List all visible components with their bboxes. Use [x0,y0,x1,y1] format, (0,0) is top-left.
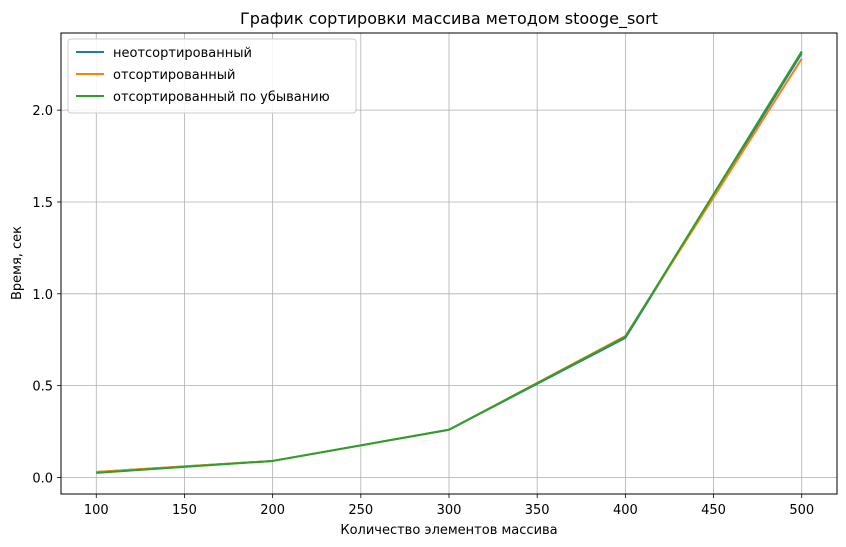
x-axis-ticks: 100 150 200 250 300 350 400 450 500 [84,494,814,518]
chart-title: График сортировки массива методом stooge… [240,9,658,29]
x-tick-label: 100 [84,503,109,518]
y-tick-label: 1.5 [32,196,53,211]
x-tick-label: 200 [260,503,285,518]
x-tick-label: 250 [348,503,373,518]
x-tick-label: 500 [789,503,814,518]
x-tick-label: 300 [437,503,462,518]
x-tick-label: 450 [701,503,726,518]
legend-label: неотсортированный [113,46,252,61]
y-tick-label: 1.0 [32,288,53,303]
y-axis-label: Время, сек [10,226,25,300]
legend-box [67,38,357,114]
x-tick-label: 400 [613,503,638,518]
x-axis-label: Количество элементов массива [340,523,557,538]
legend-label: отсортированный по убыванию [113,90,330,105]
x-tick-label: 350 [525,503,550,518]
legend: неотсортированный отсортированный отсортир… [67,38,357,114]
series-lines [96,50,803,474]
y-tick-label: 2.0 [32,104,53,119]
y-tick-label: 0.0 [32,471,53,486]
y-tick-label: 0.5 [32,380,53,395]
y-axis-ticks: 0.0 0.5 1.0 1.5 2.0 [32,104,61,486]
series-line-3 [96,50,803,474]
x-tick-label: 150 [172,503,197,518]
legend-label: отсортированный [113,68,235,83]
